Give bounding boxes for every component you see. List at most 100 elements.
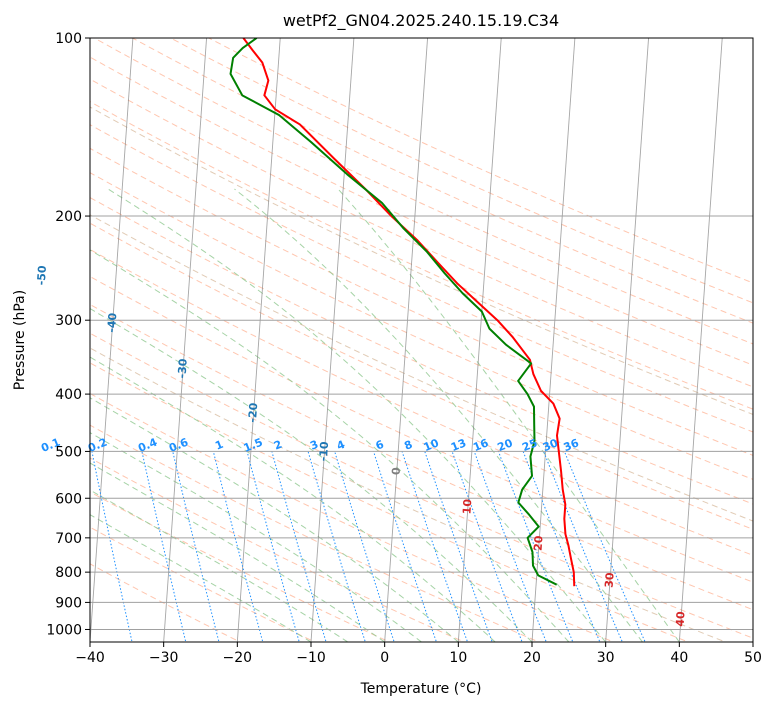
x-tick-label: 40: [670, 650, 688, 666]
isotherm-line: [90, 38, 134, 642]
dry-adiabat-line: [90, 172, 753, 480]
mixing-ratio-label: 10: [422, 436, 441, 454]
dry-adiabat-line: [90, 196, 753, 505]
y-tick-label: 100: [55, 31, 82, 47]
mixing-ratio-line: [91, 451, 133, 642]
y-tick-label: 300: [55, 313, 82, 329]
y-tick-label: 800: [55, 565, 82, 581]
isotherm-line: [457, 38, 502, 642]
isotherm-label: -50: [35, 265, 49, 286]
x-axis-label: Temperature (°C): [360, 681, 482, 697]
dry-adiabat-line: [93, 38, 753, 345]
dry-adiabat-guide: [90, 106, 753, 416]
chart-title: wetPf2_GN04.2025.240.15.19.C34: [283, 11, 559, 31]
dry-adiabat-line: [90, 56, 753, 366]
moist-adiabat-line: [90, 462, 385, 642]
dry-adiabat-line: [90, 491, 391, 642]
y-axis-label: Pressure (hPa): [12, 290, 28, 390]
moist-adiabat-line: [90, 489, 349, 642]
dry-adiabat-line: [131, 38, 753, 324]
dry-adiabat-line: [90, 392, 615, 642]
dry-adiabat-line: [90, 124, 753, 433]
isotherm-line: [605, 38, 650, 642]
isotherm-line: [236, 38, 281, 642]
mixing-ratio-line: [451, 451, 523, 642]
x-tick-label: −30: [149, 650, 179, 666]
dewpoint-profile-line: [229, 38, 558, 586]
dry-adiabat-line: [169, 38, 753, 304]
x-tick-label: 50: [744, 650, 762, 666]
mixing-ratio-line: [141, 451, 187, 642]
dry-adiabat-line: [90, 248, 753, 556]
x-tick-label: 30: [597, 650, 615, 666]
x-tick-label: −40: [75, 650, 105, 666]
isotherm-label: 20: [531, 535, 545, 552]
mixing-ratio-line: [172, 451, 220, 642]
mixing-ratio-label: 3: [308, 438, 320, 453]
moist-adiabat-line: [90, 249, 570, 642]
moist-adiabat-line: [107, 188, 607, 642]
x-tick-label: 0: [380, 650, 389, 666]
isotherm-line: [678, 38, 723, 642]
x-tick-label: 20: [523, 650, 541, 666]
x-tick-label: 10: [449, 650, 467, 666]
mixing-ratio-line: [563, 451, 646, 642]
y-tick-label: 600: [55, 491, 82, 507]
x-tick-label: −20: [223, 650, 253, 666]
dry-adiabat-line: [90, 147, 753, 456]
mixing-ratio-line: [307, 451, 366, 642]
dry-adiabat-line: [90, 222, 753, 530]
dry-adiabat-line: [90, 78, 753, 388]
moist-adiabat-line: [90, 308, 533, 642]
mixing-ratio-label: 30: [541, 436, 560, 454]
y-tick-label: 200: [55, 209, 82, 225]
isotherm-label: 30: [603, 572, 617, 589]
mixing-ratio-line: [498, 451, 574, 642]
isotherm-line: [310, 38, 355, 642]
background-lines: [90, 38, 753, 642]
moist-adiabat-line: [90, 397, 459, 642]
temperature-profile-line: [242, 38, 576, 587]
dry-adiabat-line: [90, 424, 541, 642]
mixing-ratio-label: 36: [562, 436, 581, 454]
mixing-ratio-label: 16: [471, 436, 490, 454]
isotherm-label: 40: [673, 611, 687, 628]
axes: −40 −30 −20 −10 0 10 20 30 40 5010020030040050060…: [46, 31, 762, 666]
mixing-ratio-label: 25: [520, 436, 539, 454]
dry-adiabat-line: [90, 276, 753, 583]
mixing-ratio-label: 20: [496, 436, 515, 454]
mixing-ratio-line: [373, 451, 437, 642]
dry-adiabat-line: [90, 526, 316, 642]
mixing-ratio-label: 2: [272, 438, 284, 453]
mixing-ratio-line: [424, 451, 493, 642]
mixing-ratio-line: [543, 451, 623, 642]
isotherm-label: -10: [317, 441, 331, 462]
moist-adiabat-line: [234, 188, 643, 642]
mixing-ratio-line: [334, 451, 395, 642]
y-tick-label: 400: [55, 387, 82, 403]
isotherm-label: -40: [105, 312, 119, 333]
mixing-ratio-label: 1: [213, 438, 225, 453]
isotherm-label: -30: [175, 358, 189, 379]
mixing-ratio-label: 13: [449, 436, 468, 454]
freezing-isotherm-label: 0: [390, 467, 404, 476]
y-tick-label: 1000: [46, 622, 82, 638]
moist-adiabat-line: [337, 188, 680, 642]
isotherm-label: 10: [460, 498, 474, 515]
y-tick-label: 700: [55, 531, 82, 547]
isotherm-label: -20: [246, 402, 260, 423]
x-tick-label: −10: [296, 650, 326, 666]
profile-lines: [229, 38, 576, 587]
y-tick-label: 500: [55, 444, 82, 460]
isotherm-line: [163, 38, 208, 642]
moist-adiabat-line: [90, 514, 312, 642]
y-tick-label: 900: [55, 595, 82, 611]
isotherm-line: [384, 38, 429, 642]
isotherm-line: [531, 38, 576, 642]
mixing-ratio-label: 8: [402, 438, 414, 453]
dry-adiabat-guide: [90, 347, 727, 642]
moist-adiabat-line: [90, 432, 422, 642]
dry-adiabat-line: [90, 362, 690, 642]
